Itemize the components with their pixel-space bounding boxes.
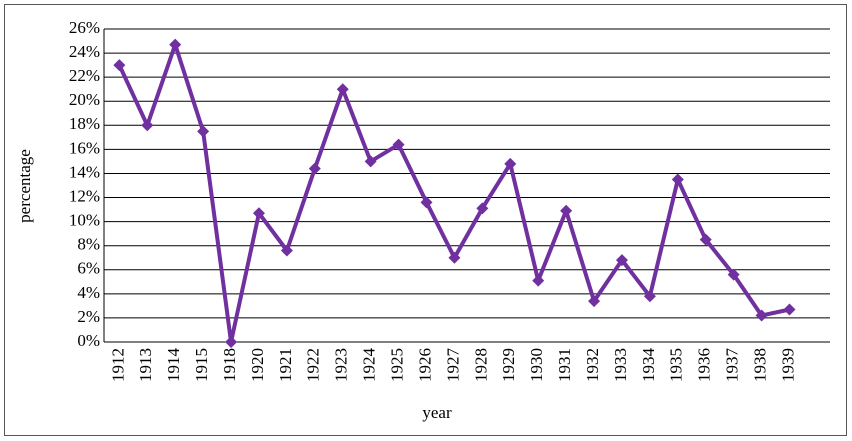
y-tick-label: 20% <box>69 90 100 109</box>
x-tick-label: 1939 <box>778 348 797 382</box>
y-tick-label: 24% <box>69 42 100 61</box>
marker <box>783 303 796 316</box>
marker <box>280 244 293 257</box>
marker <box>755 309 768 322</box>
y-tick-label: 18% <box>69 114 100 133</box>
marker <box>504 157 517 170</box>
marker <box>225 336 238 348</box>
marker <box>476 202 489 215</box>
marker <box>699 233 712 246</box>
x-tick-label: 1936 <box>695 348 714 382</box>
x-tick-label: 1930 <box>527 348 546 382</box>
x-tick-label: 1934 <box>639 348 658 383</box>
marker <box>252 207 265 220</box>
x-axis-label: year <box>422 403 452 422</box>
y-axis-label: percentage <box>15 149 34 223</box>
y-tick-label: 2% <box>77 307 100 326</box>
x-tick-label: 1937 <box>723 348 742 383</box>
x-tick-label: 1929 <box>499 348 518 382</box>
x-tick-label: 1925 <box>387 348 406 382</box>
x-tick-label: 1924 <box>360 348 379 383</box>
marker <box>336 83 349 96</box>
marker <box>420 196 433 209</box>
x-tick-label: 1926 <box>415 348 434 382</box>
marker <box>588 295 601 308</box>
x-tick-label: 1932 <box>583 348 602 382</box>
y-tick-label: 16% <box>69 138 100 157</box>
y-tick-label: 0% <box>77 331 100 350</box>
x-tick-label: 1918 <box>220 348 239 382</box>
y-tick-label: 6% <box>77 259 100 278</box>
y-tick-label: 26% <box>69 18 100 37</box>
marker <box>727 268 740 281</box>
y-tick-label: 12% <box>69 186 100 205</box>
marker <box>392 138 405 151</box>
marker <box>364 155 377 168</box>
marker <box>448 251 461 264</box>
x-tick-label: 1935 <box>667 348 686 382</box>
marker <box>532 274 545 287</box>
marker <box>197 125 210 138</box>
marker <box>141 119 154 132</box>
x-tick-label: 1927 <box>443 348 462 383</box>
marker <box>169 38 182 51</box>
x-tick-label: 1915 <box>192 348 211 382</box>
y-tick-label: 8% <box>77 235 100 254</box>
x-tick-label: 1914 <box>164 348 183 383</box>
x-tick-label: 1923 <box>332 348 351 382</box>
x-tick-label: 1928 <box>471 348 490 382</box>
marker <box>671 173 684 186</box>
x-tick-label: 1922 <box>304 348 323 382</box>
marker <box>308 162 321 175</box>
x-tick-label: 1913 <box>136 348 155 382</box>
marker <box>560 204 573 217</box>
y-tick-label: 22% <box>69 66 100 85</box>
marker <box>113 59 126 72</box>
marker <box>615 254 628 267</box>
x-tick-label: 1933 <box>611 348 630 382</box>
y-tick-label: 10% <box>69 211 100 230</box>
x-tick-label: 1931 <box>555 348 574 382</box>
y-tick-label: 14% <box>69 162 100 181</box>
x-tick-label: 1938 <box>750 348 769 382</box>
marker <box>643 290 656 303</box>
x-tick-label: 1920 <box>248 348 267 382</box>
y-tick-label: 4% <box>77 283 100 302</box>
x-tick-label: 1921 <box>276 348 295 382</box>
x-tick-label: 1912 <box>108 348 127 382</box>
frame <box>4 4 847 436</box>
